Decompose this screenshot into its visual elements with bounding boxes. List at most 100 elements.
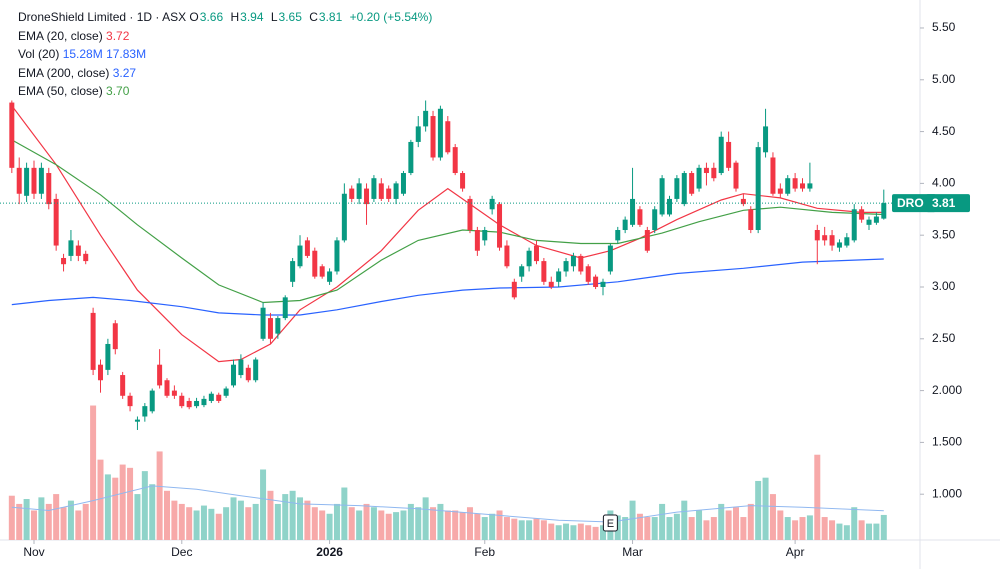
volume-bar	[880, 514, 887, 540]
candle-body	[578, 255, 584, 272]
candle-body	[142, 406, 148, 417]
candle-body	[9, 102, 15, 168]
volume-bar	[171, 500, 178, 540]
candle-body	[304, 240, 310, 256]
candle-body	[526, 250, 532, 267]
candle-body	[763, 126, 769, 153]
candle-body	[800, 183, 806, 189]
candle-body	[681, 173, 687, 205]
ohlc-value: 3.66	[199, 10, 224, 24]
candle-body	[31, 167, 37, 194]
candle-body	[90, 312, 96, 370]
x-tick-label: Dec	[171, 545, 192, 559]
candle-body	[164, 380, 170, 396]
event-label: E	[607, 518, 614, 530]
candle-body	[386, 188, 392, 199]
candle-body	[600, 281, 606, 287]
legend-value: 3.70	[106, 84, 130, 98]
volume-bar	[156, 451, 163, 540]
volume-bar	[518, 520, 525, 540]
volume-bar	[119, 464, 126, 540]
candle-body	[231, 364, 237, 386]
price-tag-value	[926, 194, 970, 213]
candle-body	[53, 198, 59, 246]
candle-body	[238, 359, 244, 376]
candle-body	[511, 281, 517, 298]
legend-row: EMA (50, close) 3.70	[18, 82, 436, 101]
candle-body	[378, 183, 384, 199]
volume-bar	[134, 494, 141, 540]
candle-body	[179, 395, 185, 407]
volume-bar	[577, 523, 584, 540]
volume-bar	[75, 510, 82, 540]
candle-body	[563, 261, 569, 272]
candle-body	[68, 240, 74, 256]
legend-row: EMA (200, close) 3.27	[18, 64, 436, 83]
volume-bar	[178, 503, 185, 540]
y-tick-label: 5.00	[932, 72, 956, 86]
candle-body	[881, 203, 887, 219]
volume-bar	[843, 525, 850, 540]
candle-body	[127, 395, 133, 407]
ema-line	[11, 139, 884, 304]
volume-bar	[400, 510, 407, 540]
candle-body	[253, 359, 259, 381]
volume-bar	[659, 503, 666, 540]
candle-body	[659, 178, 665, 215]
y-tick-label: 1.000	[932, 486, 962, 500]
candle-body	[541, 261, 547, 282]
volume-bar	[16, 503, 23, 540]
volume-bar	[570, 525, 577, 540]
y-tick-label: 3.50	[932, 227, 956, 241]
candle-body	[474, 230, 480, 251]
candle-body	[497, 204, 503, 248]
candle-body	[349, 188, 355, 199]
candle-body	[674, 178, 680, 199]
legend: DroneShield Limited · 1D · ASX O3.66 H3.…	[18, 8, 436, 101]
volume-bar	[688, 517, 695, 540]
candle-body	[282, 297, 288, 319]
candle-body	[216, 394, 222, 401]
candle-body	[726, 141, 732, 168]
ticker-label: DRO	[897, 196, 924, 210]
ohlc-value: 3.65	[278, 10, 302, 24]
candle-body	[593, 276, 599, 287]
candle-body	[75, 245, 81, 256]
volume-bar	[230, 497, 237, 540]
volume-bar	[474, 513, 481, 540]
volume-bar	[829, 520, 836, 540]
volume-bar	[740, 517, 747, 540]
volume-bar	[164, 490, 171, 540]
ohlc-key: L	[270, 10, 278, 24]
candle-body	[400, 173, 406, 194]
volume-bar	[533, 518, 540, 540]
volume-bar	[23, 499, 30, 540]
candle-body	[873, 216, 879, 223]
candle-body	[171, 390, 177, 396]
legend-value: 15.28M	[62, 47, 103, 61]
volume-bar	[511, 518, 518, 540]
volume-bar	[836, 523, 843, 540]
candle-body	[134, 419, 140, 422]
y-tick-label: 1.500	[932, 435, 962, 449]
candle-body	[38, 167, 44, 194]
y-tick-label: 4.50	[932, 124, 956, 138]
candle-body	[748, 209, 754, 231]
x-tick-label: 2026	[316, 545, 343, 559]
candle-body	[297, 245, 303, 267]
candle-body	[97, 364, 103, 381]
x-tick-label: Nov	[23, 545, 44, 559]
candle-body	[637, 209, 643, 225]
volume-bar	[696, 510, 703, 540]
candle-body	[836, 242, 842, 248]
volume-bar	[193, 510, 200, 540]
volume-bar	[141, 471, 148, 540]
volume-bar	[555, 525, 562, 540]
candle-body	[16, 167, 22, 194]
y-tick-label: 5.50	[932, 20, 956, 34]
candle-body	[437, 108, 443, 158]
candle-body	[548, 281, 554, 287]
candle-body	[46, 173, 52, 205]
candle-body	[334, 240, 340, 272]
